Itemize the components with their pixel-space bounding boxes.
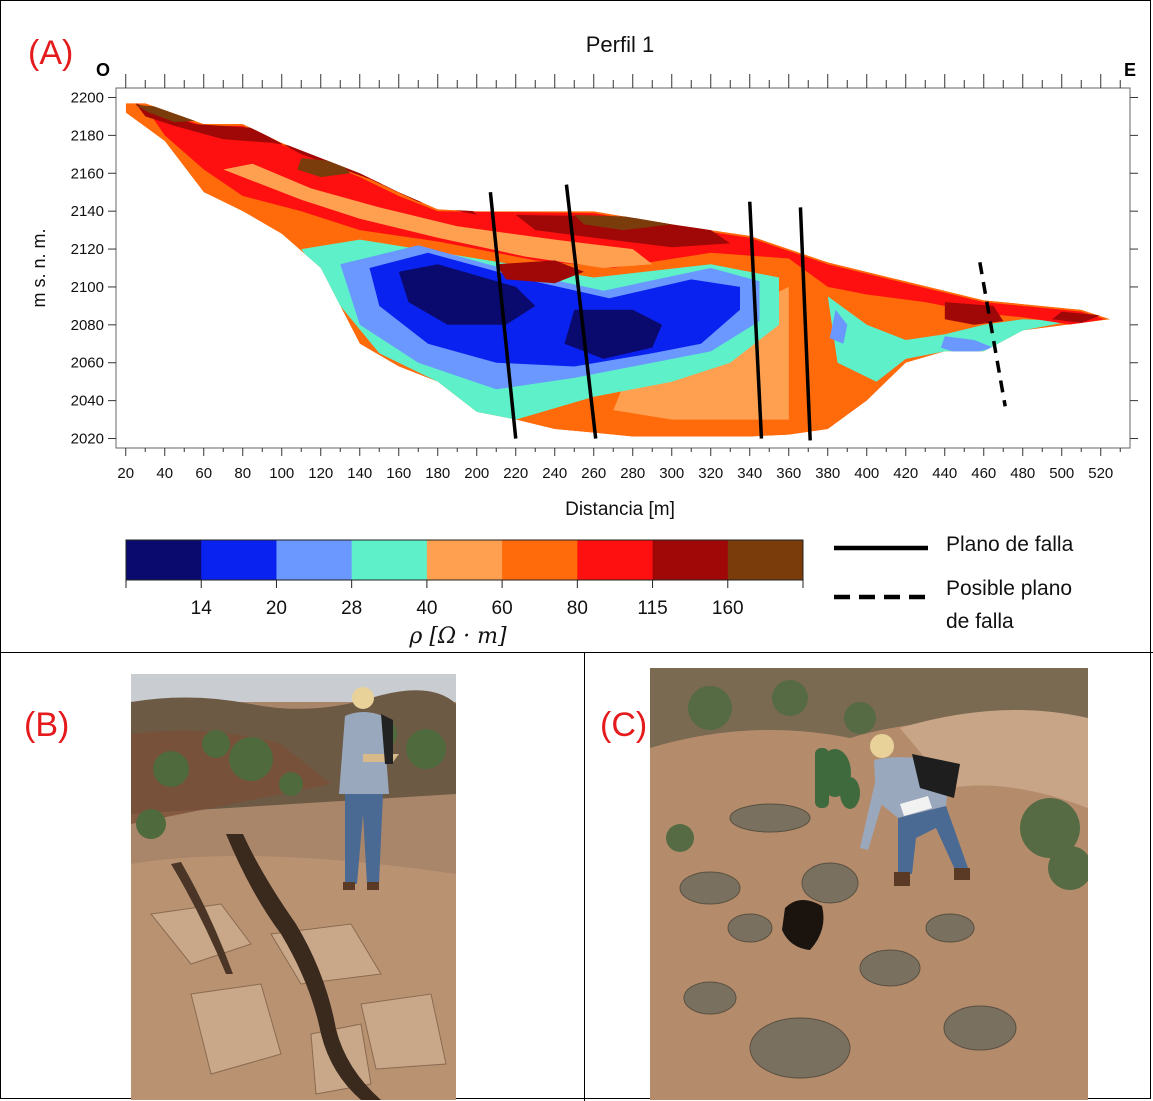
x-tick-label: 520: [1088, 465, 1113, 482]
colorbar-swatch-0: [126, 540, 202, 580]
x-tick-label: 160: [386, 465, 411, 482]
y-tick-label: 2100: [71, 279, 104, 296]
colorbar-swatch-1: [201, 540, 277, 580]
x-tick-label: 260: [581, 465, 606, 482]
panel-divider-horizontal: [0, 652, 1153, 653]
x-tick-label: 100: [269, 465, 294, 482]
fault-lines: [488, 184, 1007, 441]
panel-divider-vertical: [584, 652, 585, 1101]
y-tick-label: 2120: [71, 241, 104, 258]
x-tick-label: 140: [347, 465, 372, 482]
legend: Plano de falla Posible plano de falla: [834, 533, 1074, 633]
x-tick-label: 80: [234, 465, 251, 482]
axis-ticks: 20 40 60 80 100 120 140 160 180 200 220 240 260 280 30…: [71, 74, 1138, 482]
x-tick-label: 220: [503, 465, 528, 482]
x-tick-label: 200: [464, 465, 489, 482]
colorbar-border: [125, 539, 804, 581]
x-tick-label: 320: [698, 465, 723, 482]
x-tick-label: 440: [932, 465, 957, 482]
panel-label-b: (B): [24, 706, 70, 744]
field-photo-b: [131, 674, 456, 1100]
x-tick-label: 360: [776, 465, 801, 482]
y-tick-label: 2200: [71, 89, 104, 106]
y-tick-label: 2160: [71, 165, 104, 182]
x-tick-label: 400: [854, 465, 879, 482]
legend-label-line2: de falla: [946, 610, 1014, 633]
fault-line-2: [748, 201, 764, 439]
colorbar-swatch-5: [502, 540, 578, 580]
fault-line-1: [564, 184, 598, 439]
colorbar-tick-label: 28: [341, 598, 362, 619]
colorbar-swatch-2: [276, 540, 353, 580]
colorbar-swatch-8: [727, 540, 804, 580]
direction-label-west: O: [96, 60, 110, 80]
colorbar-tick-label: 160: [712, 598, 744, 619]
panel-label-a: (A): [28, 34, 74, 72]
x-tick-label: 240: [542, 465, 567, 482]
colorbar-swatch-6: [577, 540, 654, 580]
legend-label: Plano de falla: [946, 533, 1074, 556]
colorbar-swatch-7: [652, 540, 729, 580]
plot-frame: [115, 87, 1131, 449]
x-tick-label: 60: [195, 465, 212, 482]
x-tick-label: 500: [1049, 465, 1074, 482]
resistivity-zone-6: [829, 309, 848, 344]
direction-label-east: E: [1124, 60, 1136, 80]
resistivity-zone-9: [564, 309, 662, 359]
resistivity-zone-5: [940, 336, 994, 356]
x-tick-label: 120: [308, 465, 333, 482]
fault-line-4: [978, 262, 1007, 407]
resistivity-zones: [125, 103, 1111, 437]
panel-label-c: (C): [600, 706, 648, 744]
resistivity-profile-chart: 20 40 60 80 100 120 140 160 180 200 220 240 260 280 30…: [29, 32, 1138, 649]
resistivity-zone-19: [574, 214, 672, 231]
colorbar-tick-label: 60: [492, 598, 513, 619]
colorbar-tick-label: 20: [266, 598, 287, 619]
fault-line-0: [488, 192, 518, 439]
y-tick-label: 2140: [71, 203, 104, 220]
chart-title: Perfil 1: [586, 32, 654, 57]
colorbar-swatch-4: [426, 540, 503, 580]
colorbar-label: ρ [Ω · m]: [408, 624, 507, 649]
x-axis-label: Distancia [m]: [565, 499, 675, 520]
colorbar-swatch-3: [351, 540, 428, 580]
x-tick-label: 420: [893, 465, 918, 482]
y-tick-label: 2060: [71, 355, 104, 372]
field-photo-c: [650, 668, 1088, 1100]
x-tick-label: 280: [620, 465, 645, 482]
colorbar-tick-label: 115: [637, 598, 667, 619]
colorbar-tick-label: 14: [191, 598, 213, 619]
y-axis-label: m s. n. m.: [29, 228, 49, 307]
y-tick-label: 2040: [71, 393, 104, 410]
x-tick-label: 480: [1010, 465, 1035, 482]
x-tick-label: 40: [156, 465, 173, 482]
resistivity-zone-16: [1052, 311, 1101, 323]
fault-line-3: [798, 207, 812, 441]
legend-label: Posible plano: [946, 577, 1072, 600]
y-tick-label: 2180: [71, 127, 104, 144]
y-tick-label: 2080: [71, 317, 104, 334]
resistivity-zone-11: [223, 163, 653, 268]
y-tick-label: 2020: [71, 431, 104, 448]
x-tick-label: 460: [971, 465, 996, 482]
resistivity-zone-14: [496, 260, 584, 284]
x-tick-label: 340: [737, 465, 762, 482]
colorbar: 14 20 28 40 60 80 115 160: [125, 539, 804, 619]
x-tick-label: 180: [425, 465, 450, 482]
colorbar-tick-label: 40: [416, 598, 437, 619]
x-tick-label: 20: [117, 465, 134, 482]
x-tick-label: 300: [659, 465, 684, 482]
x-tick-label: 380: [815, 465, 840, 482]
colorbar-tick-label: 80: [567, 598, 588, 619]
